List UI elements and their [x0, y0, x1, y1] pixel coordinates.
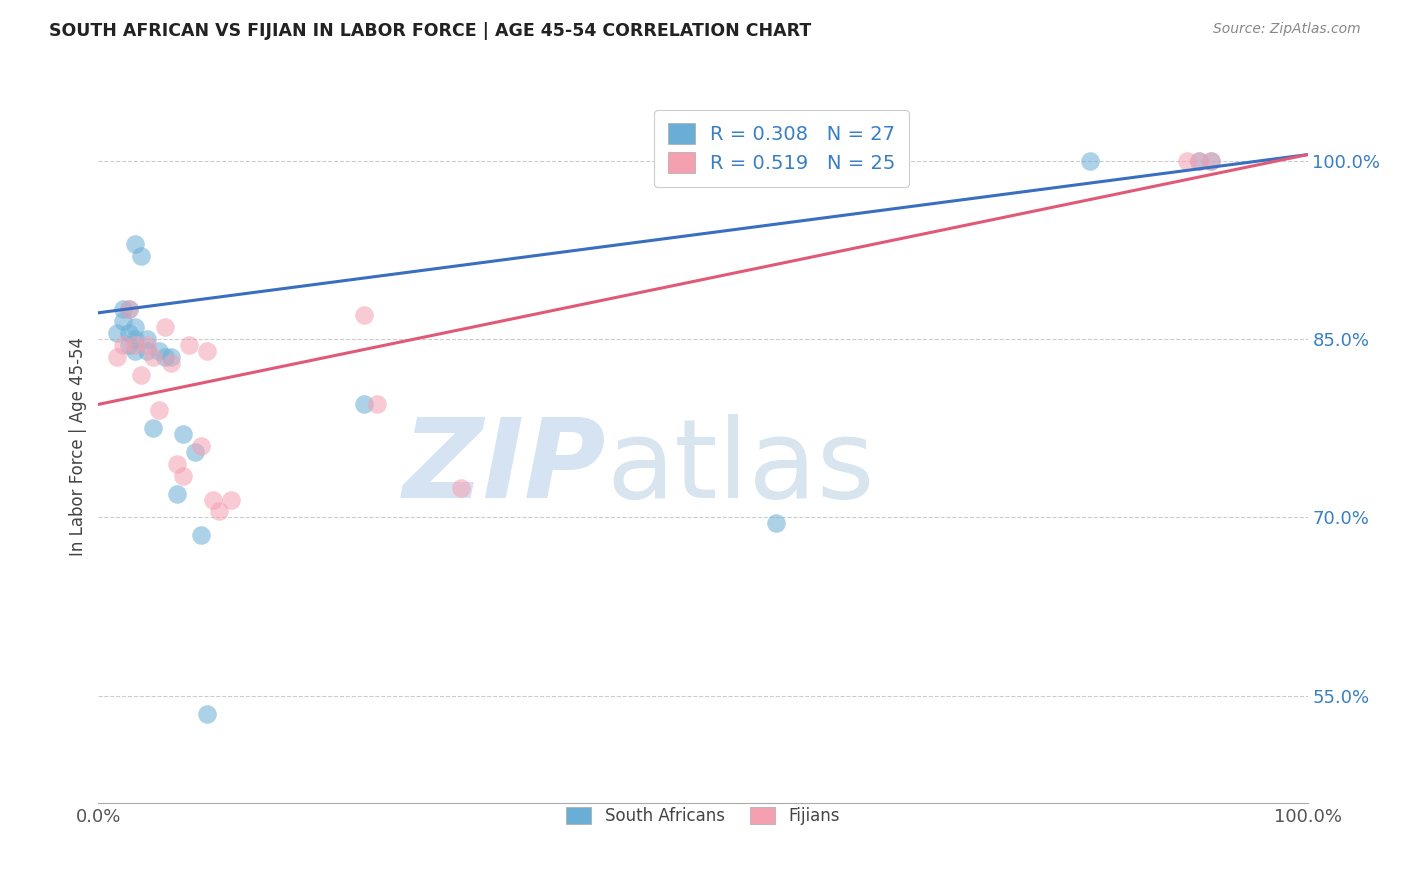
Point: [118, 302, 141, 317]
Point: [166, 486, 188, 500]
Point: [135, 343, 157, 358]
Text: Source: ZipAtlas.com: Source: ZipAtlas.com: [1213, 22, 1361, 37]
Point: [195, 706, 218, 721]
Point: [124, 343, 146, 358]
Point: [1199, 153, 1222, 168]
Point: [765, 516, 787, 531]
Point: [1188, 153, 1211, 168]
Point: [160, 356, 183, 370]
Point: [105, 350, 128, 364]
Point: [124, 320, 146, 334]
Point: [118, 326, 141, 340]
Point: [124, 236, 146, 251]
Point: [179, 338, 201, 352]
Point: [111, 338, 134, 352]
Point: [111, 314, 134, 328]
Y-axis label: In Labor Force | Age 45-54: In Labor Force | Age 45-54: [69, 336, 87, 556]
Point: [190, 439, 212, 453]
Point: [129, 249, 152, 263]
Point: [153, 320, 176, 334]
Point: [166, 457, 188, 471]
Point: [353, 397, 375, 411]
Text: atlas: atlas: [606, 414, 875, 521]
Point: [202, 492, 225, 507]
Point: [195, 343, 218, 358]
Point: [124, 338, 146, 352]
Point: [172, 468, 194, 483]
Text: ZIP: ZIP: [402, 414, 606, 521]
Point: [1199, 153, 1222, 168]
Point: [190, 528, 212, 542]
Point: [1188, 153, 1211, 168]
Point: [142, 350, 165, 364]
Point: [118, 302, 141, 317]
Point: [184, 445, 207, 459]
Point: [208, 504, 231, 518]
Point: [148, 403, 170, 417]
Point: [129, 368, 152, 382]
Point: [765, 153, 787, 168]
Point: [172, 427, 194, 442]
Point: [366, 397, 388, 411]
Point: [118, 338, 141, 352]
Point: [142, 421, 165, 435]
Point: [450, 481, 472, 495]
Point: [105, 326, 128, 340]
Legend: South Africans, Fijians: South Africans, Fijians: [558, 799, 848, 834]
Point: [135, 332, 157, 346]
Point: [135, 338, 157, 352]
Point: [111, 302, 134, 317]
Point: [160, 350, 183, 364]
Point: [1078, 153, 1101, 168]
Point: [221, 492, 243, 507]
Point: [148, 343, 170, 358]
Point: [353, 308, 375, 322]
Point: [153, 350, 176, 364]
Point: [124, 332, 146, 346]
Text: SOUTH AFRICAN VS FIJIAN IN LABOR FORCE | AGE 45-54 CORRELATION CHART: SOUTH AFRICAN VS FIJIAN IN LABOR FORCE |…: [49, 22, 811, 40]
Point: [1175, 153, 1198, 168]
